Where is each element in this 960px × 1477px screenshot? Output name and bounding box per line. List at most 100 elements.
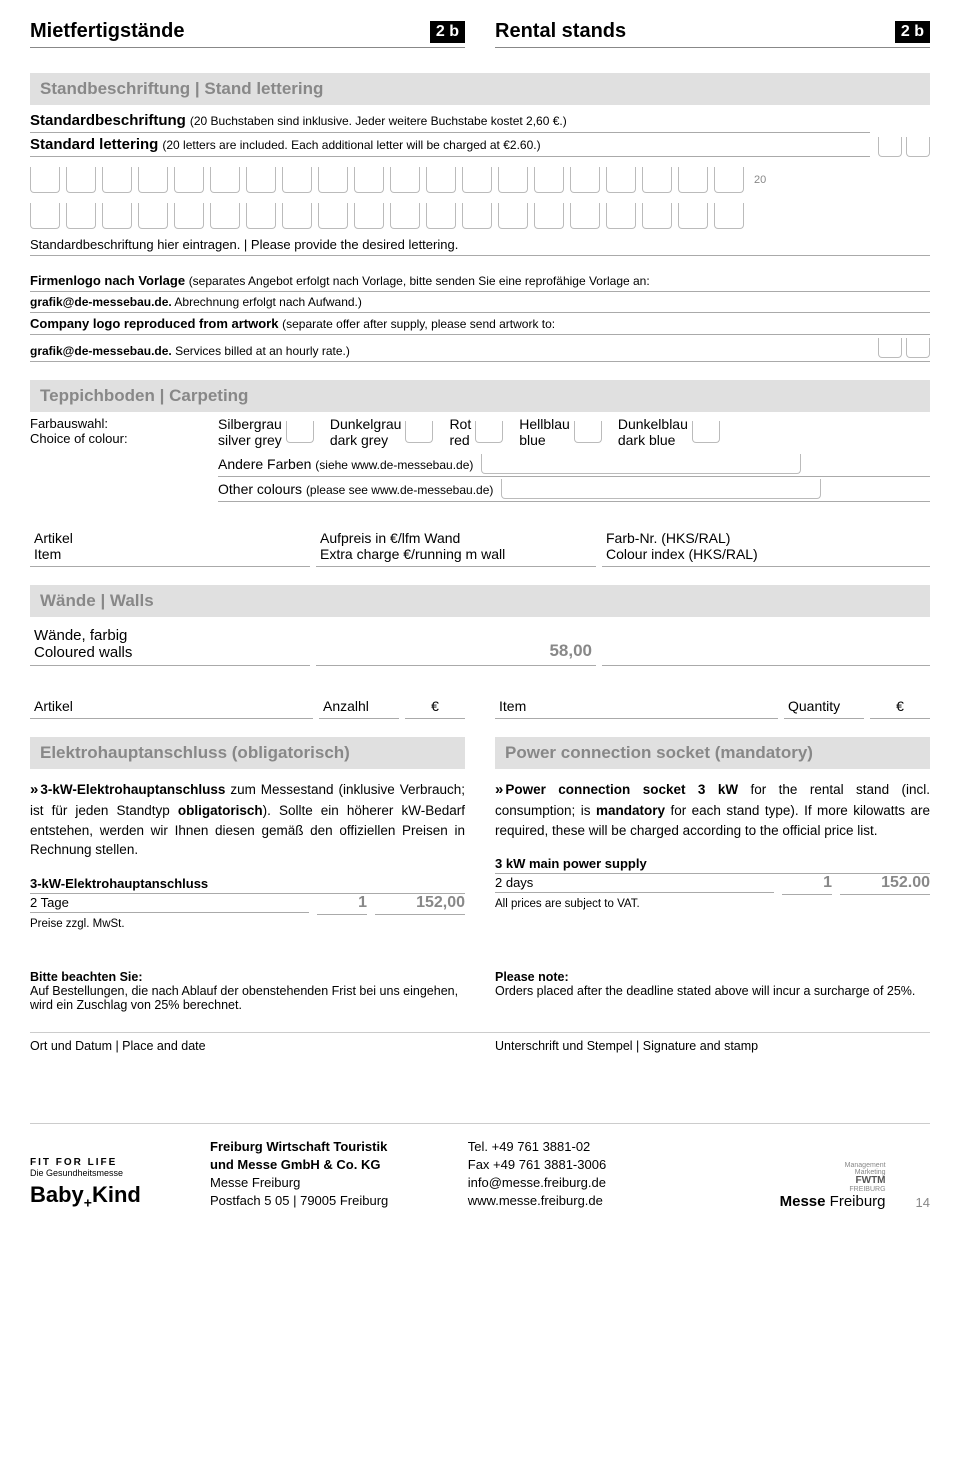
arrow-icon: »: [495, 781, 503, 798]
letter-box[interactable]: [534, 167, 564, 193]
letter-box[interactable]: [210, 203, 240, 229]
vat-en: All prices are subject to VAT.: [495, 898, 930, 910]
letter-boxes-row2: [30, 203, 930, 229]
opt-de: Silbergrau: [218, 416, 282, 432]
letter-box[interactable]: [354, 203, 384, 229]
page-header: Mietfertigstände 2 b Rental stands 2 b: [30, 20, 930, 48]
footer-logos: FIT FOR LIFE Die Gesundheitsmesse Baby+K…: [30, 1157, 180, 1210]
fwtm-block: Management Marketing FWTM FREIBURG: [726, 1162, 886, 1193]
letter-box[interactable]: [30, 203, 60, 229]
letter-box[interactable]: [642, 203, 672, 229]
lettering-check-1[interactable]: [878, 137, 902, 157]
walls-h3-de: Farb-Nr. (HKS/RAL): [606, 530, 926, 546]
carpet-check-darkblue[interactable]: [692, 421, 720, 443]
footer-org: Freiburg Wirtschaft Touristik und Messe …: [210, 1138, 438, 1211]
walls-h3-en: Colour index (HKS/RAL): [606, 546, 926, 562]
carpet-check-red[interactable]: [475, 421, 503, 443]
letter-box[interactable]: [66, 203, 96, 229]
letter-box[interactable]: [570, 203, 600, 229]
logo-en-after: Services billed at an hourly rate.): [172, 344, 350, 358]
elektro-text-en: »Power connection socket 3 kW for the re…: [495, 779, 930, 840]
letter-box[interactable]: [642, 167, 672, 193]
letter-box[interactable]: [462, 167, 492, 193]
plus-icon: +: [84, 1194, 92, 1210]
elektro-bold-de: obligatorisch: [178, 803, 263, 818]
letter-box[interactable]: [714, 203, 744, 229]
h-item-en: Item: [495, 694, 778, 719]
letter-box[interactable]: [678, 167, 708, 193]
letter-box[interactable]: [354, 167, 384, 193]
lettering-check-2[interactable]: [906, 137, 930, 157]
elektro-lead-en: Power connection socket 3 kW: [505, 782, 738, 797]
logo-check-1[interactable]: [878, 338, 902, 358]
footer-web: www.messe.freiburg.de: [468, 1192, 696, 1210]
lettering-en-paren: (20 letters are included. Each additiona…: [162, 138, 540, 152]
carpet-check-blue[interactable]: [574, 421, 602, 443]
supply-days-en: 2 days: [495, 875, 774, 893]
badge-left: 2 b: [430, 21, 465, 43]
title-en: Rental stands: [495, 20, 626, 43]
elektro-text-de: »3-kW-Elektrohauptanschluss zum Messesta…: [30, 779, 465, 859]
walls-color-input[interactable]: [602, 623, 930, 666]
letter-box[interactable]: [498, 167, 528, 193]
other-en-lead: Other colours: [218, 481, 302, 497]
letter-box[interactable]: [246, 203, 276, 229]
carpet-opt-darkblue: Dunkelblaudark blue: [618, 416, 720, 448]
letter-box[interactable]: [714, 167, 744, 193]
letter-box[interactable]: [426, 167, 456, 193]
letter-box[interactable]: [390, 203, 420, 229]
opt-en: dark blue: [618, 432, 688, 448]
lettering-de: Standardbeschriftung (20 Buchstaben sind…: [30, 109, 870, 133]
letter-box[interactable]: [318, 167, 348, 193]
letter-box[interactable]: [138, 167, 168, 193]
org2: und Messe GmbH & Co. KG: [210, 1156, 438, 1174]
letter-box[interactable]: [102, 203, 132, 229]
other-de-lead: Andere Farben: [218, 456, 311, 472]
letter-box[interactable]: [606, 167, 636, 193]
walls-h3: Farb-Nr. (HKS/RAL) Colour index (HKS/RAL…: [602, 526, 930, 567]
signature-row: Ort und Datum | Place and date Unterschr…: [30, 1032, 930, 1053]
letter-box[interactable]: [426, 203, 456, 229]
walls-h2: Aufpreis in €/lfm Wand Extra charge €/ru…: [316, 526, 596, 567]
carpet-options: Silbergrausilver grey Dunkelgraudark gre…: [218, 416, 930, 448]
carpet-opt-darkgrey: Dunkelgraudark grey: [330, 416, 434, 448]
signature-stamp[interactable]: Unterschrift und Stempel | Signature and…: [495, 1039, 930, 1053]
letter-box[interactable]: [174, 167, 204, 193]
h-qty-de: Anzalhl: [319, 694, 399, 719]
other-color-input-de[interactable]: [481, 454, 801, 474]
letter-box[interactable]: [138, 203, 168, 229]
lettering-de-paren: (20 Buchstaben sind inklusive. Jeder wei…: [190, 114, 567, 128]
h-eur-de: €: [405, 694, 465, 719]
letter-box[interactable]: [246, 167, 276, 193]
letter-box[interactable]: [606, 203, 636, 229]
carpet-row: Farbauswahl: Choice of colour: Silbergra…: [30, 416, 930, 448]
carpet-label-de: Farbauswahl:: [30, 416, 210, 431]
letter-box[interactable]: [534, 203, 564, 229]
letter-box[interactable]: [282, 203, 312, 229]
opt-de: Dunkelblau: [618, 416, 688, 432]
fwtm4: FREIBURG: [726, 1186, 886, 1193]
letter-box[interactable]: [30, 167, 60, 193]
header-right: Rental stands 2 b: [495, 20, 930, 48]
carpet-label-en: Choice of colour:: [30, 431, 210, 446]
letter-box[interactable]: [66, 167, 96, 193]
other-color-input-en[interactable]: [501, 479, 821, 499]
letter-box[interactable]: [390, 167, 420, 193]
carpet-check-darkgrey[interactable]: [405, 421, 433, 443]
letter-box[interactable]: [282, 167, 312, 193]
supply-qty-en: 1: [782, 874, 832, 895]
carpet-check-silvergrey[interactable]: [286, 421, 314, 443]
letter-box[interactable]: [462, 203, 492, 229]
logo-check-2[interactable]: [906, 338, 930, 358]
letter-box[interactable]: [102, 167, 132, 193]
notice-en-text: Orders placed after the deadline stated …: [495, 984, 930, 998]
letter-box[interactable]: [318, 203, 348, 229]
letter-box[interactable]: [174, 203, 204, 229]
letter-box[interactable]: [570, 167, 600, 193]
h-eur-en: €: [870, 694, 930, 719]
footer-right: Management Marketing FWTM FREIBURG Messe…: [726, 1162, 886, 1210]
letter-box[interactable]: [210, 167, 240, 193]
letter-box[interactable]: [498, 203, 528, 229]
place-date[interactable]: Ort und Datum | Place and date: [30, 1039, 465, 1053]
letter-box[interactable]: [678, 203, 708, 229]
